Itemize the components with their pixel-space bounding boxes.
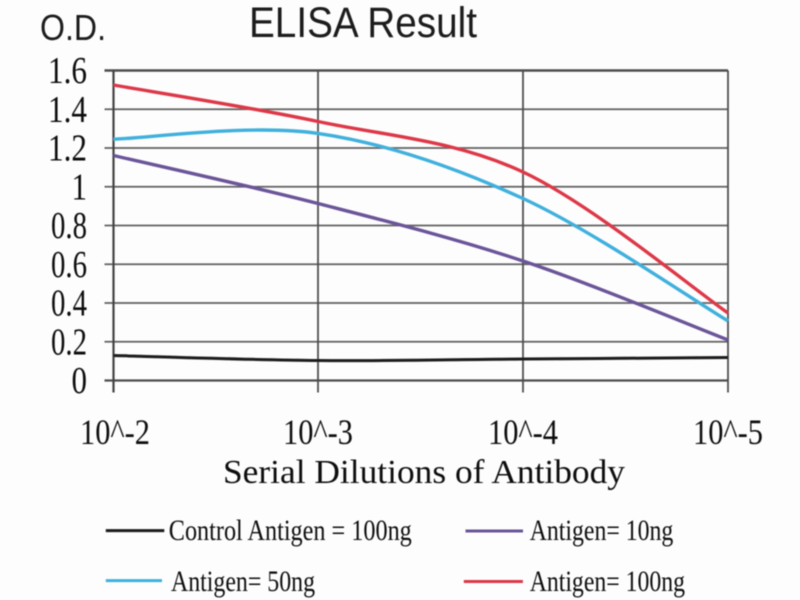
svg-text:0: 0 bbox=[72, 360, 88, 402]
svg-text:0.8: 0.8 bbox=[51, 205, 87, 247]
svg-text:ELISA Result: ELISA Result bbox=[249, 0, 477, 47]
svg-text:O.D.: O.D. bbox=[40, 7, 106, 48]
svg-text:10^-4: 10^-4 bbox=[488, 412, 558, 452]
svg-text:0.2: 0.2 bbox=[51, 321, 87, 363]
svg-text:10^-3: 10^-3 bbox=[283, 412, 353, 452]
svg-text:1.6: 1.6 bbox=[48, 50, 87, 92]
svg-text:1.2: 1.2 bbox=[48, 128, 87, 170]
svg-text:1: 1 bbox=[72, 166, 88, 208]
svg-text:10^-5: 10^-5 bbox=[693, 412, 763, 452]
svg-text:Antigen= 10ng: Antigen= 10ng bbox=[530, 514, 674, 547]
svg-text:Antigen= 50ng: Antigen= 50ng bbox=[171, 565, 315, 598]
svg-text:10^-2: 10^-2 bbox=[80, 412, 150, 452]
svg-text:0.4: 0.4 bbox=[51, 283, 87, 325]
svg-text:Antigen= 100ng: Antigen= 100ng bbox=[530, 565, 685, 598]
svg-text:Serial Dilutions of Antibody: Serial Dilutions of Antibody bbox=[223, 454, 625, 491]
svg-text:0.6: 0.6 bbox=[51, 244, 87, 286]
svg-text:1.4: 1.4 bbox=[48, 89, 87, 131]
svg-text:Control Antigen = 100ng: Control Antigen = 100ng bbox=[169, 514, 412, 547]
